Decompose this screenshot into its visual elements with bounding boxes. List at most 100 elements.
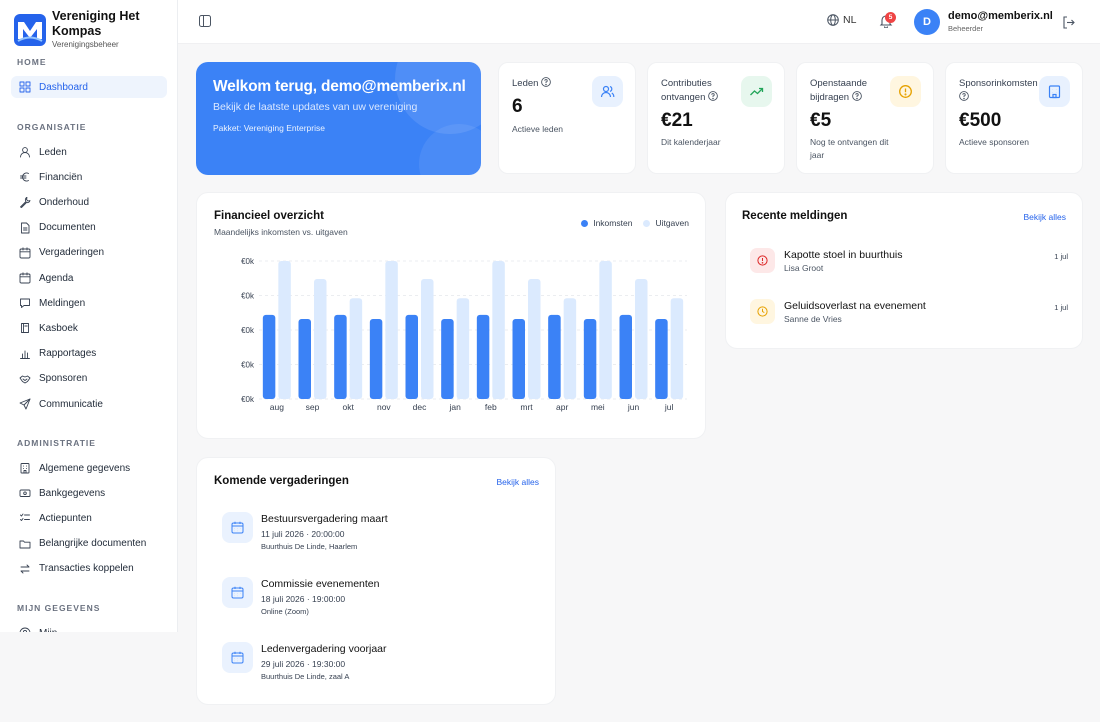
- bar-uitgaven: [349, 298, 363, 399]
- sidebar-item-actiepunten[interactable]: Actiepunten: [11, 507, 167, 529]
- calendar-icon: [19, 272, 31, 284]
- user-role: Beheerder: [948, 24, 984, 33]
- bar-inkomsten: [512, 318, 525, 399]
- stat-description: Dit kalenderjaar: [661, 137, 721, 147]
- wrench-icon: [20, 197, 31, 209]
- meeting-title: Ledenvergadering voorjaar: [261, 643, 387, 655]
- notification-person: Sanne de Vries: [784, 314, 842, 324]
- bar-inkomsten: [262, 314, 276, 399]
- sidebar-item-vergaderingen[interactable]: Vergaderingen: [11, 242, 167, 264]
- legend-item-uitgaven[interactable]: Uitgaven: [643, 218, 689, 228]
- brand-subtitle: Verenigingsbeheer: [52, 40, 119, 49]
- language-label: NL: [843, 14, 857, 26]
- y-tick-label: €0k: [241, 326, 255, 335]
- sidebar-item-bankgegevens[interactable]: Bankgegevens: [11, 482, 167, 504]
- y-tick-label: €0k: [241, 292, 255, 301]
- sidebar-toggle-icon[interactable]: [199, 15, 211, 27]
- sidebar-item-financi-n[interactable]: Financiën: [11, 166, 167, 188]
- clock-icon: [757, 306, 768, 317]
- stat-card-openstaand[interactable]: Openstaande bijdragen €5 Nog te ontvange…: [796, 62, 934, 174]
- meeting-item[interactable]: Ledenvergadering voorjaar 29 juli 2026 ·…: [222, 642, 522, 686]
- meeting-item[interactable]: Commissie evenementen 18 juli 2026 · 19:…: [222, 577, 522, 621]
- decorative-circle: [419, 124, 481, 175]
- bar-uitgaven: [314, 278, 327, 399]
- sidebar-item-belangrijke-documenten[interactable]: Belangrijke documenten: [11, 533, 167, 555]
- sidebar-item-label: Leden: [39, 146, 67, 158]
- sidebar-item-label: Transacties koppelen: [39, 563, 134, 575]
- notification-title: Geluidsoverlast na evenement: [784, 300, 926, 312]
- user-info[interactable]: demo@memberix.nl Beheerder: [948, 10, 1053, 34]
- stat-description: Actieve sponsoren: [959, 137, 1029, 147]
- sidebar-item-label: Financiën: [39, 171, 83, 183]
- grid-icon: [19, 81, 31, 93]
- sidebar-item-algemene-gegevens[interactable]: Algemene gegevens: [11, 457, 167, 479]
- stat-card-contributies[interactable]: Contributies ontvangen €21 Dit kalenderj…: [647, 62, 785, 174]
- bar-inkomsten: [619, 314, 632, 399]
- stat-icon-box: [741, 76, 772, 107]
- sidebar-item-label: Mijn...: [39, 628, 66, 633]
- bar-inkomsten: [583, 318, 597, 399]
- y-tick-label: €0k: [241, 395, 255, 404]
- bar-uitgaven: [456, 298, 470, 399]
- y-tick-label: €0k: [241, 361, 255, 370]
- welcome-card: Welkom terug, demo@memberix.nl Bekijk de…: [196, 62, 481, 175]
- legend-swatch: [643, 219, 651, 227]
- sidebar-item-label: Meldingen: [39, 297, 86, 309]
- meetings-view-all-link[interactable]: Bekijk alles: [496, 477, 539, 487]
- users-icon: [600, 85, 615, 98]
- finance-title: Financieel overzicht: [214, 210, 324, 222]
- sidebar-item-label: Onderhoud: [39, 196, 90, 208]
- sidebar-item-onderhoud[interactable]: Onderhoud: [11, 191, 167, 213]
- notification-item[interactable]: Geluidsoverlast na evenement Sanne de Vr…: [750, 299, 1068, 329]
- sidebar: Vereniging Het Kompas Verenigingsbeheer …: [0, 0, 178, 632]
- book-icon: [21, 323, 29, 334]
- x-tick-label: nov: [377, 402, 391, 412]
- folder-icon: [19, 540, 31, 549]
- notification-date: 1 jul: [1054, 252, 1068, 261]
- help-icon[interactable]: [541, 77, 551, 87]
- stat-icon-box: [890, 76, 921, 107]
- sidebar-item-leden[interactable]: Leden: [11, 141, 167, 163]
- meeting-icon-box: [222, 512, 253, 543]
- stat-card-leden[interactable]: Leden 6 Actieve leden: [498, 62, 636, 174]
- stat-card-sponsor[interactable]: Sponsorinkomsten €500 Actieve sponsoren: [945, 62, 1083, 174]
- legend-label: Uitgaven: [655, 218, 689, 228]
- help-icon[interactable]: [708, 91, 718, 101]
- stat-label: Leden: [512, 78, 539, 89]
- decorative-circle: [395, 62, 481, 134]
- sidebar-item-sponsoren[interactable]: Sponsoren: [11, 368, 167, 390]
- brand[interactable]: Vereniging Het Kompas Verenigingsbeheer: [0, 0, 177, 49]
- sidebar-item-communicatie[interactable]: Communicatie: [11, 393, 167, 415]
- notification-item[interactable]: Kapotte stoel in buurthuis Lisa Groot 1 …: [750, 248, 1068, 278]
- x-tick-label: okt: [342, 402, 354, 412]
- sidebar-item-documenten[interactable]: Documenten: [11, 217, 167, 239]
- sidebar-item-rapportages[interactable]: Rapportages: [11, 343, 167, 365]
- brand-name: Vereniging Het Kompas: [52, 9, 140, 38]
- sidebar-item-dashboard[interactable]: Dashboard: [11, 76, 167, 98]
- stat-description: Actieve leden: [512, 124, 564, 134]
- logout-icon[interactable]: [1062, 16, 1075, 29]
- building-icon: [1048, 85, 1061, 99]
- sidebar-item-meldingen[interactable]: Meldingen: [11, 292, 167, 314]
- sidebar-item-transacties-koppelen[interactable]: Transacties koppelen: [11, 558, 167, 580]
- bar-inkomsten: [298, 318, 311, 399]
- sidebar-item-mijn[interactable]: Mijn...: [11, 622, 167, 632]
- meeting-item[interactable]: Bestuursvergadering maart 11 juli 2026 ·…: [222, 512, 522, 556]
- avatar[interactable]: D: [914, 9, 940, 35]
- bar-inkomsten: [369, 318, 383, 399]
- notification-icon-box: [750, 248, 775, 273]
- euro-icon: [20, 172, 29, 182]
- sidebar-item-agenda[interactable]: Agenda: [11, 267, 167, 289]
- sidebar-item-kasboek[interactable]: Kasboek: [11, 317, 167, 339]
- help-icon[interactable]: [851, 91, 862, 101]
- trending-up-icon: [750, 87, 764, 96]
- meeting-location: Buurthuis De Linde, zaal A: [261, 672, 350, 681]
- user-circle-icon: [19, 627, 31, 632]
- language-switcher[interactable]: NL: [827, 14, 856, 26]
- alert-circle-icon: [899, 85, 912, 98]
- notifications-view-all-link[interactable]: Bekijk alles: [1023, 212, 1066, 222]
- legend-item-inkomsten[interactable]: Inkomsten: [581, 218, 632, 228]
- help-icon[interactable]: [959, 91, 969, 101]
- sidebar-item-label: Belangrijke documenten: [39, 538, 147, 550]
- sidebar-item-label: Kasboek: [39, 322, 78, 334]
